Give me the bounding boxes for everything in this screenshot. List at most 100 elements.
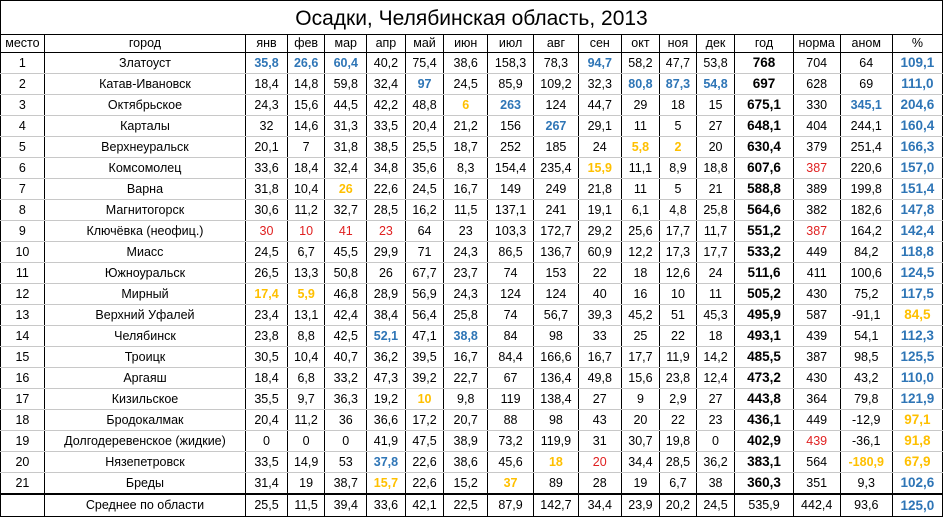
month-cell-may: 16,2	[404, 199, 445, 221]
table-row: 21 Бреды 31,4 19 38,7 15,7 22,6 15,2 37 89 28 19 6,7…	[0, 472, 944, 495]
year-total-cell: 402,9	[734, 430, 794, 452]
month-cell-apr: 41,9	[366, 430, 406, 452]
anomaly-cell: 64	[839, 52, 893, 74]
norm-cell: 704	[792, 52, 841, 74]
anomaly-cell: 84,2	[839, 241, 893, 263]
month-cell-aug: 56,7	[533, 304, 579, 326]
month-cell-apr: 29,9	[366, 241, 406, 263]
rank-cell: 2	[0, 73, 45, 95]
month-cell-nov: 5	[659, 115, 697, 137]
percent-cell: 147,8	[891, 199, 944, 221]
rank-cell: 13	[0, 304, 45, 326]
month-cell-feb: 10,4	[286, 178, 326, 200]
month-cell-aug: 172,7	[533, 220, 579, 242]
header-mar: мар	[324, 34, 368, 53]
month-cell-jul: 86,5	[487, 241, 535, 263]
anomaly-cell: 345,1	[839, 94, 893, 116]
average-month-feb: 11,5	[286, 493, 326, 517]
year-total-cell: 473,2	[734, 367, 794, 389]
header-nov: ноя	[659, 34, 697, 53]
month-cell-feb: 0	[286, 430, 326, 452]
month-cell-nov: 22	[659, 325, 697, 347]
month-cell-sep: 22	[577, 262, 622, 284]
month-cell-sep: 60,9	[577, 241, 622, 263]
month-cell-oct: 19	[620, 472, 661, 495]
table-row: 6 Комсомолец 33,6 18,4 32,4 34,8 35,6 8,3 154,4 2…	[0, 157, 944, 179]
month-cell-jan: 35,8	[245, 52, 288, 74]
table-row: 20 Нязепетровск 33,5 14,9 53 37,8 22,6 38,6 45,6…	[0, 451, 944, 473]
month-cell-apr: 32,4	[366, 73, 406, 95]
header-anom: аном	[839, 34, 893, 53]
month-cell-mar: 32,4	[324, 157, 368, 179]
header-year: год	[734, 34, 794, 53]
year-total-cell: 697	[734, 73, 794, 95]
month-cell-mar: 42,5	[324, 325, 368, 347]
anomaly-cell: -12,9	[839, 409, 893, 431]
month-cell-may: 47,5	[404, 430, 445, 452]
month-cell-jan: 30	[245, 220, 288, 242]
month-cell-dec: 18	[695, 325, 736, 347]
month-cell-aug: 138,4	[533, 388, 579, 410]
average-row: Среднее по области 25,5 11,5 39,4 33,6 42,1 22…	[0, 493, 944, 517]
month-cell-dec: 12,4	[695, 367, 736, 389]
month-cell-sep: 24	[577, 136, 622, 158]
month-cell-apr: 37,8	[366, 451, 406, 473]
month-cell-nov: 47,7	[659, 52, 697, 74]
header-oct: окт	[620, 34, 661, 53]
month-cell-jun: 6	[443, 94, 489, 116]
month-cell-jan: 31,8	[245, 178, 288, 200]
month-cell-sep: 43	[577, 409, 622, 431]
norm-cell: 564	[792, 451, 841, 473]
month-cell-jul: 124	[487, 283, 535, 305]
month-cell-jan: 33,5	[245, 451, 288, 473]
month-cell-jul: 37	[487, 472, 535, 495]
month-cell-nov: 17,3	[659, 241, 697, 263]
norm-cell: 330	[792, 94, 841, 116]
month-cell-apr: 19,2	[366, 388, 406, 410]
month-cell-sep: 31	[577, 430, 622, 452]
norm-cell: 379	[792, 136, 841, 158]
month-cell-oct: 18	[620, 262, 661, 284]
city-cell: Катав-Ивановск	[43, 73, 247, 95]
month-cell-jun: 16,7	[443, 178, 489, 200]
year-total-cell: 607,6	[734, 157, 794, 179]
average-label: Среднее по области	[43, 493, 247, 517]
header-row: место город янв фев мар апр май июн июл авг сен окт…	[0, 34, 944, 53]
header-jun: июн	[443, 34, 489, 53]
month-cell-may: 35,6	[404, 157, 445, 179]
table-row: 3 Октябрьское 24,3 15,6 44,5 42,2 48,8 6 263 124 4…	[0, 94, 944, 116]
rank-cell: 17	[0, 388, 45, 410]
month-cell-jun: 21,2	[443, 115, 489, 137]
rank-cell: 7	[0, 178, 45, 200]
month-cell-jun: 24,5	[443, 73, 489, 95]
month-cell-apr: 22,6	[366, 178, 406, 200]
month-cell-nov: 87,3	[659, 73, 697, 95]
city-cell: Ключёвка (неофиц.)	[43, 220, 247, 242]
month-cell-aug: 166,6	[533, 346, 579, 368]
month-cell-mar: 40,7	[324, 346, 368, 368]
month-cell-may: 22,6	[404, 451, 445, 473]
header-jan: янв	[245, 34, 288, 53]
table-row: 4 Карталы 32 14,6 31,3 33,5 20,4 21,2 156 267 29,1…	[0, 115, 944, 137]
table-row: 14 Челябинск 23,8 8,8 42,5 52,1 47,1 38,8 84 98 33…	[0, 325, 944, 347]
norm-cell: 404	[792, 115, 841, 137]
month-cell-mar: 32,7	[324, 199, 368, 221]
month-cell-jan: 20,1	[245, 136, 288, 158]
month-cell-jan: 18,4	[245, 73, 288, 95]
rank-cell: 21	[0, 472, 45, 495]
rank-cell: 9	[0, 220, 45, 242]
month-cell-aug: 124	[533, 283, 579, 305]
city-cell: Верхнеуральск	[43, 136, 247, 158]
month-cell-jan: 17,4	[245, 283, 288, 305]
year-total-cell: 505,2	[734, 283, 794, 305]
month-cell-may: 64	[404, 220, 445, 242]
month-cell-jul: 154,4	[487, 157, 535, 179]
year-total-cell: 630,4	[734, 136, 794, 158]
month-cell-feb: 10	[286, 220, 326, 242]
year-total-cell: 588,8	[734, 178, 794, 200]
city-cell: Южноуральск	[43, 262, 247, 284]
month-cell-jul: 73,2	[487, 430, 535, 452]
city-cell: Карталы	[43, 115, 247, 137]
month-cell-dec: 38	[695, 472, 736, 495]
percent-cell: 142,4	[891, 220, 944, 242]
